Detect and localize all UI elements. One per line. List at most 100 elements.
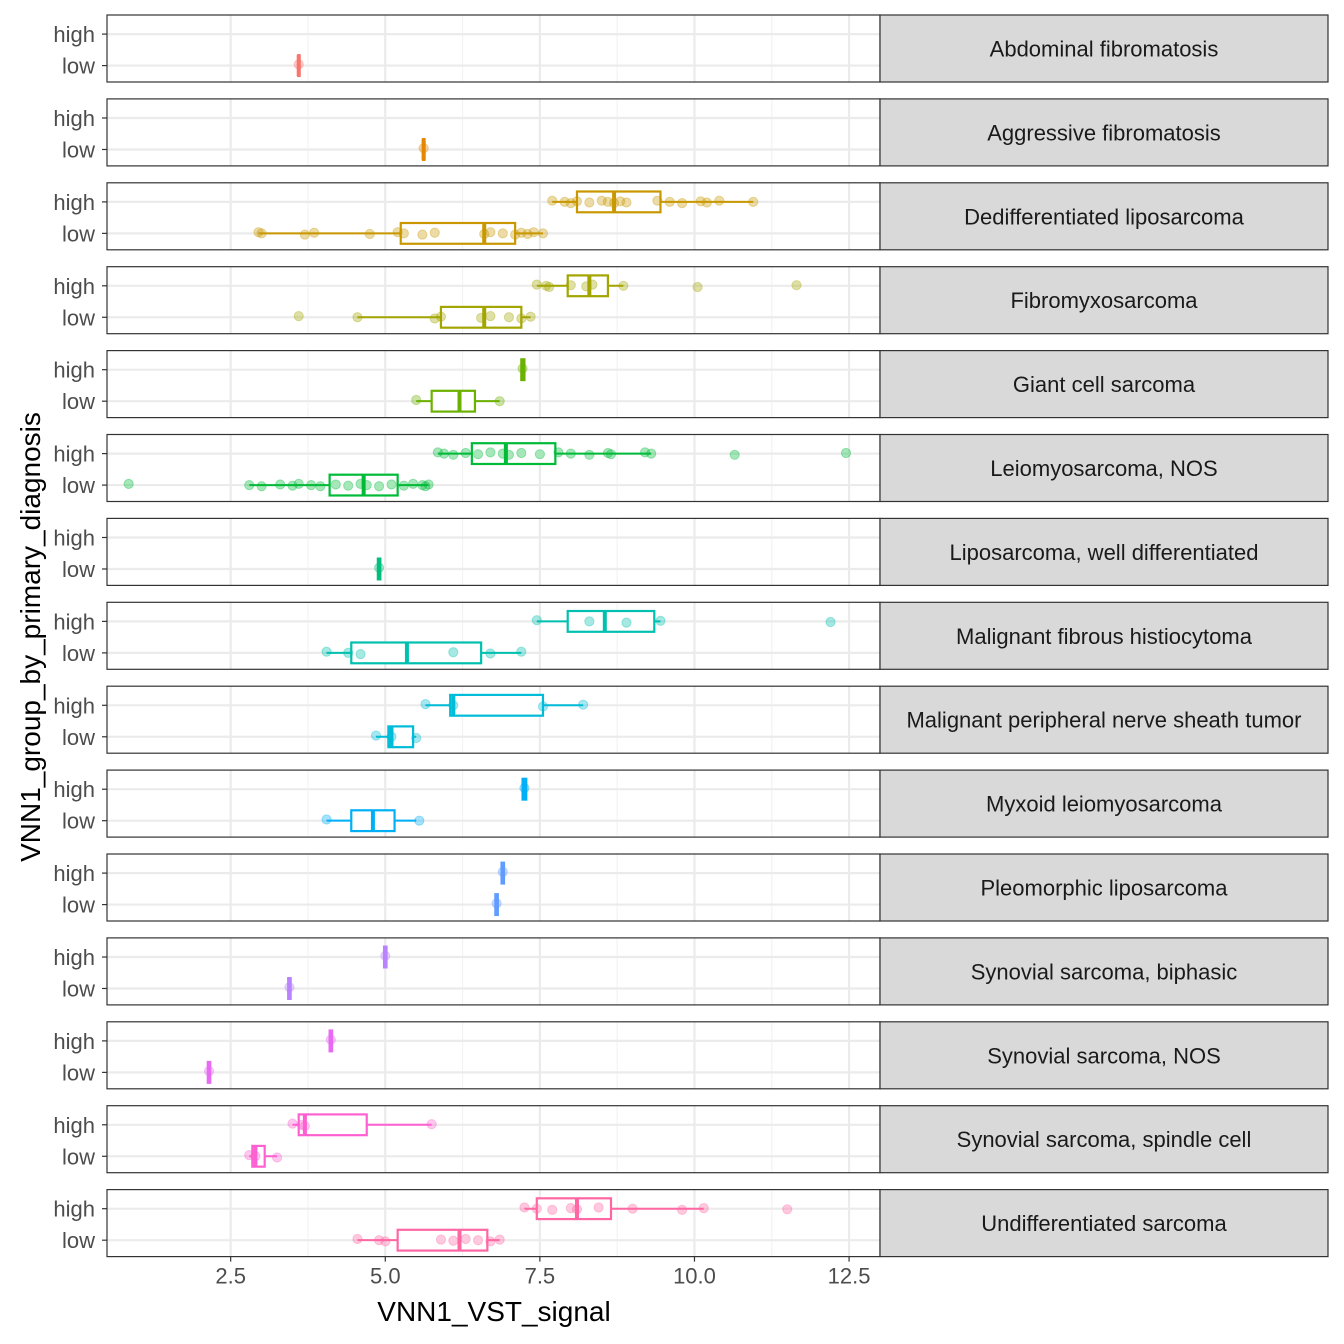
x-tick-label: 12.5 [828,1264,871,1289]
box [350,641,483,665]
panels: Abdominal fibromatosishighlowAggressive … [53,14,1329,1258]
data-point [664,196,675,207]
data-point [299,229,310,240]
data-point [315,481,326,492]
data-point [472,1235,484,1246]
data-point [203,1066,215,1077]
facet-strip [879,517,1329,587]
y-tick-label: high [53,274,95,299]
data-point [494,1234,505,1245]
high-boxplot [531,274,802,298]
data-point [553,447,564,458]
data-point [516,313,527,324]
y-axis-title: VNN1_group_by_primary_diagnosis [15,412,46,862]
y-tick-label: high [53,1113,95,1138]
y-tick-label: high [53,1197,95,1222]
panel: Malignant fibrous histiocytoma high low [53,601,1329,670]
facet-strip [879,433,1329,503]
data-point [522,228,533,240]
panel: Dedifferentiated liposarcoma high low [53,182,1329,251]
facet-label: Giant cell sarcoma [1013,372,1196,397]
data-point [380,950,391,961]
data-point [293,478,304,489]
data-point [479,228,490,240]
data-point [531,615,542,626]
facet-strip [879,1188,1329,1258]
data-point [791,280,802,291]
data-point [537,701,549,712]
data-point [677,197,688,209]
panel-background [107,1105,880,1173]
y-tick-label: high [53,358,95,383]
data-point [519,1202,530,1213]
data-point [429,313,440,324]
data-point [417,229,428,240]
box [535,1197,613,1221]
data-point [621,197,632,208]
facet-strip [879,937,1329,1006]
data-point [476,312,487,323]
y-tick-label: low [62,976,95,1001]
data-point [825,616,836,628]
data-point [565,1202,576,1214]
data-point [448,647,459,658]
data-point [411,394,422,406]
data-point [287,480,298,491]
high-boxplot [519,1197,793,1221]
facet-label: Leiomyosarcoma, NOS [990,456,1217,481]
data-point [293,310,304,322]
box [575,190,662,214]
panel-background [107,854,880,921]
facet-label: Pleomorphic liposarcoma [981,876,1229,901]
y-tick-label: low [62,893,95,918]
low-boxplot [293,54,304,78]
facet-strip [879,1105,1329,1174]
low-boxplot [203,1060,215,1084]
facet-label: Synovial sarcoma, spindle cell [957,1127,1252,1152]
y-tick-label: low [62,809,95,834]
y-tick-label: high [53,106,95,131]
high-boxplot [531,609,836,633]
high-boxplot [497,861,508,885]
y-tick-label: low [62,473,95,498]
data-point [537,228,549,239]
data-point [398,480,409,491]
data-point [411,732,422,744]
panel: Leiomyosarcoma, NOS high low [53,433,1329,503]
data-point [485,648,496,659]
facet-label: Fibromyxosarcoma [1010,288,1198,313]
data-point [652,195,663,206]
data-point [584,197,595,208]
data-point [701,197,712,208]
panel: Liposarcoma, well differentiated high low [53,517,1329,587]
data-point [497,866,508,877]
data-point [729,449,740,460]
x-axis: 2.5 5.0 7.5 10.0 12.5 [215,1256,871,1289]
data-point [423,479,434,490]
facet-strip [879,182,1329,251]
y-tick-label: low [62,1228,95,1253]
data-point [531,279,542,290]
panel-background [107,1189,880,1257]
low-boxplot [370,725,422,749]
facet-label: Dedifferentiated liposarcoma [964,204,1244,229]
facet-label: Malignant fibrous histiocytoma [956,624,1253,649]
data-point [417,479,428,491]
data-point [698,1202,709,1214]
facet-label: Malignant peripheral nerve sheath tumor [906,708,1301,733]
data-point [460,447,471,459]
y-tick-label: high [53,525,95,550]
panel-background [107,518,880,586]
data-point [565,448,576,459]
y-tick-label: high [53,1029,95,1054]
data-point [544,281,555,293]
high-boxplot [420,693,589,717]
data-point [386,479,397,490]
data-point [618,280,629,291]
data-point [321,646,332,657]
data-point [355,478,366,489]
y-tick-label: high [53,777,95,802]
data-point [256,481,267,492]
data-point [587,279,598,290]
data-point [593,1202,604,1213]
